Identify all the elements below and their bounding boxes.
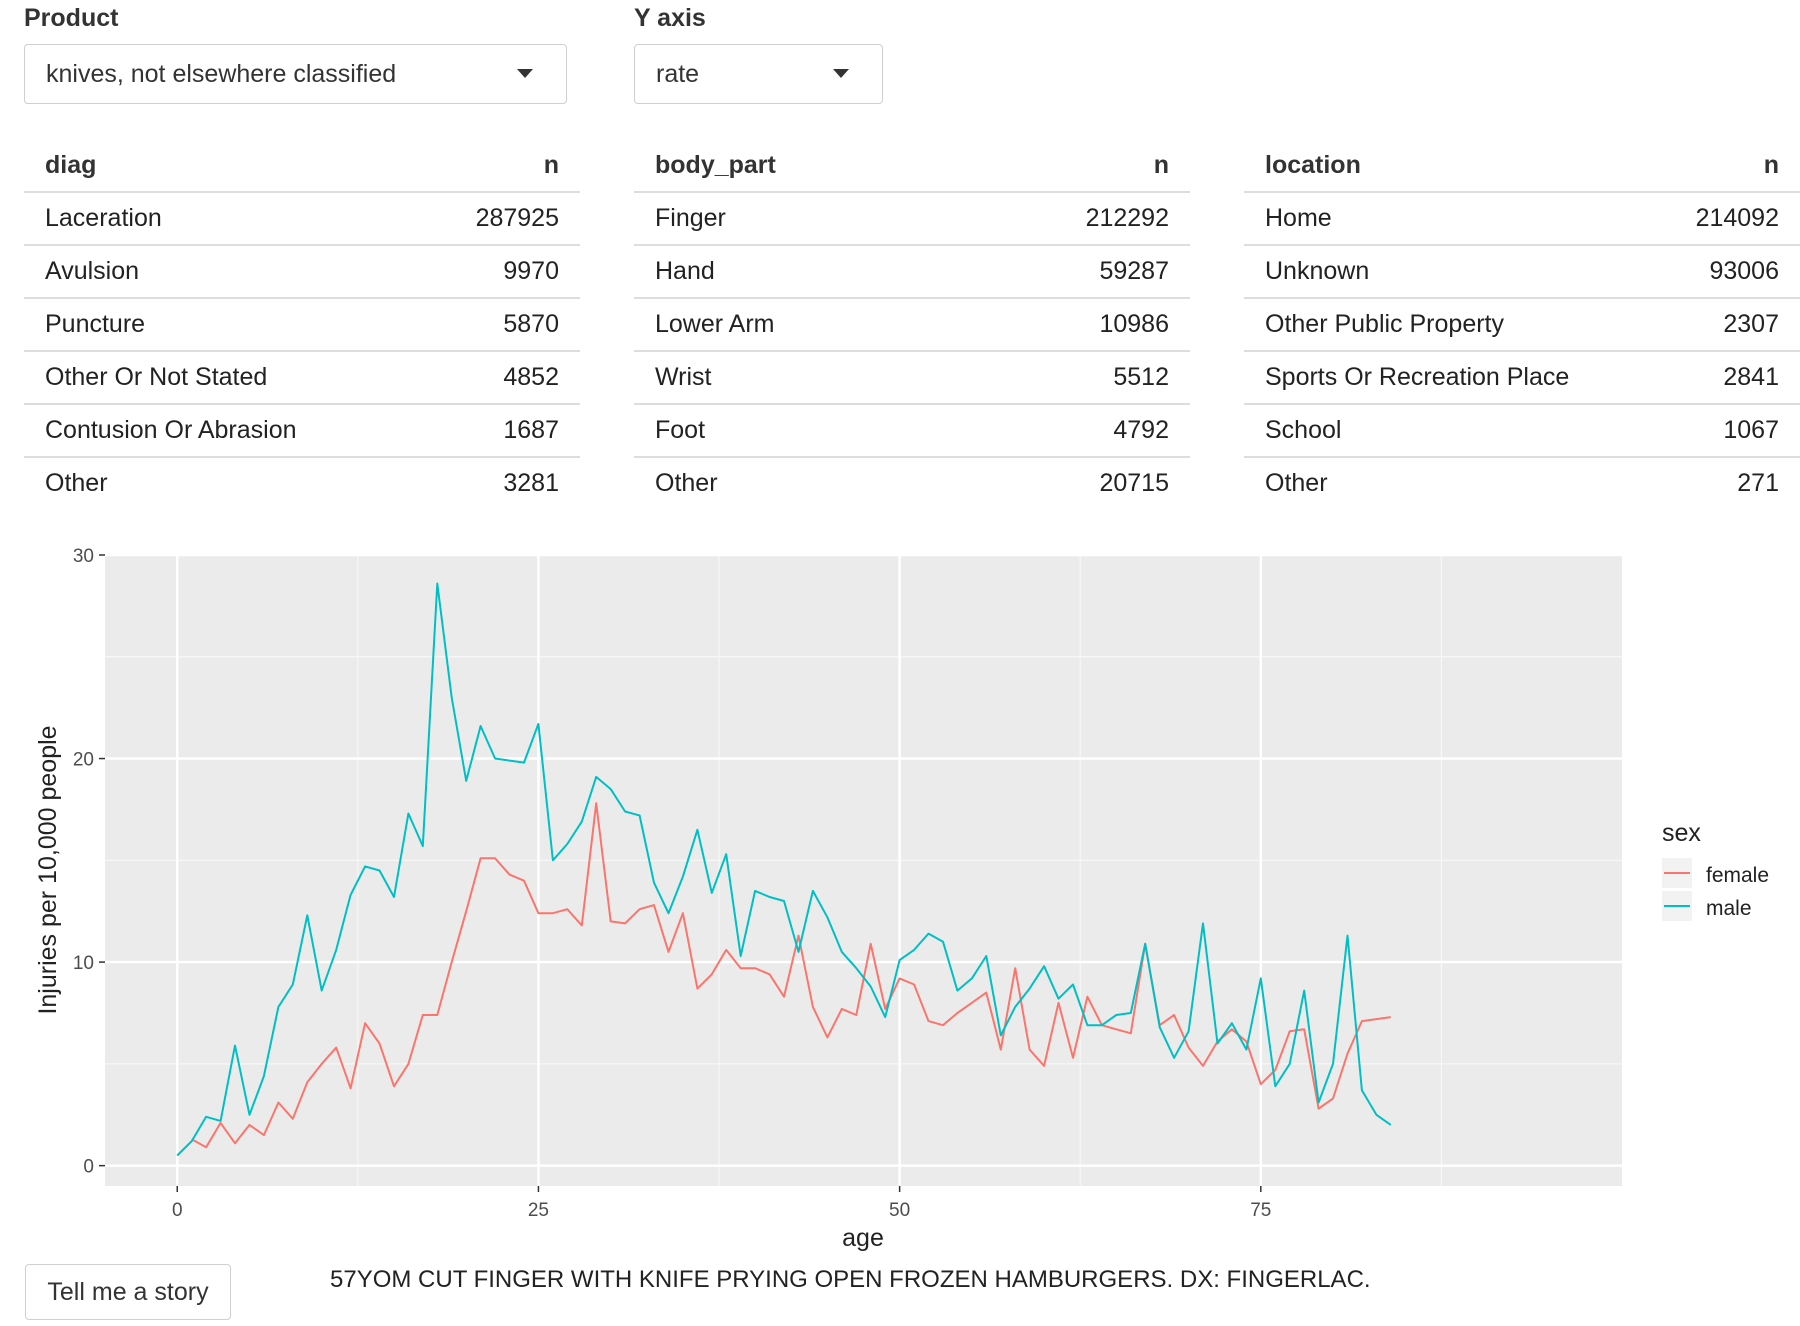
column-header: n — [1644, 140, 1800, 193]
y-tick-label: 20 — [73, 750, 94, 771]
chevron-down-icon — [833, 69, 849, 78]
location-table: location n Home 214092 Unknown 93006 Other… — [1244, 140, 1800, 509]
table-cell: 2841 — [1644, 351, 1800, 405]
table-cell: 4852 — [394, 351, 580, 405]
legend-label-male: male — [1706, 897, 1752, 920]
axis-ticks — [99, 554, 1262, 1192]
series-line-male — [176, 582, 1392, 1157]
table-row: Other Or Not Stated 4852 — [24, 351, 580, 405]
table-cell: 271 — [1737, 469, 1779, 497]
table-row: Wrist 5512 — [634, 351, 1190, 405]
chevron-down-icon — [517, 69, 533, 78]
y-axis-label: Injuries per 10,000 people — [34, 725, 62, 1014]
table-row: Laceration 287925 — [24, 192, 580, 246]
product-select-value: knives, not elsewhere classified — [46, 59, 397, 88]
table-row: Other 271 — [1244, 457, 1800, 509]
y-tick-label: 30 — [73, 546, 94, 567]
table-row: Puncture 5870 — [24, 298, 580, 352]
table-row: Avulsion 9970 — [24, 245, 580, 299]
series-line-female — [191, 802, 1391, 1149]
table-cell: Other — [45, 469, 108, 497]
x-tick-label: 25 — [528, 1200, 549, 1221]
table-cell: 93006 — [1644, 245, 1800, 299]
plot-panel — [105, 555, 1622, 1186]
table-row: Other 20715 — [634, 457, 1190, 509]
column-header: n — [394, 140, 580, 193]
table-cell: 59287 — [1004, 245, 1190, 299]
y-tick-label: 0 — [83, 1157, 94, 1178]
table-cell: School — [1244, 404, 1644, 458]
table-row: Sports Or Recreation Place 2841 — [1244, 351, 1800, 405]
table-cell: Sports Or Recreation Place — [1244, 351, 1644, 405]
table-cell: 20715 — [1099, 469, 1169, 497]
grid-minor — [105, 555, 1622, 1186]
table-header-row: diag n — [24, 140, 580, 193]
x-tick-label: 0 — [172, 1200, 183, 1221]
column-header: diag — [24, 140, 394, 193]
table-row: Lower Arm 10986 — [634, 298, 1190, 352]
table-cell: 5512 — [1004, 351, 1190, 405]
legend: sex female male — [1662, 819, 1769, 921]
table-cell: 5870 — [394, 298, 580, 352]
grid-major — [105, 553, 1622, 1186]
table-cell: 1687 — [394, 404, 580, 458]
series-lines — [176, 582, 1392, 1157]
table-row: Foot 4792 — [634, 404, 1190, 458]
table-cell: 287925 — [394, 192, 580, 246]
table-cell: Avulsion — [24, 245, 394, 299]
legend-label-female: female — [1706, 864, 1769, 887]
story-narrative: 57YOM CUT FINGER WITH KNIFE PRYING OPEN … — [330, 1266, 1371, 1293]
table-cell: 10986 — [1004, 298, 1190, 352]
tick-labels: 0 25 50 75 0 10 20 30 — [73, 546, 1272, 1221]
table-cell: Hand — [634, 245, 1004, 299]
tell-story-button[interactable]: Tell me a story — [25, 1264, 231, 1320]
table-row: Other 3281 — [24, 457, 580, 509]
table-row: School 1067 — [1244, 404, 1800, 458]
x-tick-label: 75 — [1250, 1200, 1271, 1221]
table-cell: 3281 — [503, 469, 559, 497]
table-cell: 214092 — [1644, 192, 1800, 246]
x-tick-label: 50 — [889, 1200, 910, 1221]
table-cell: Home — [1244, 192, 1644, 246]
product-select[interactable]: knives, not elsewhere classified — [24, 44, 567, 104]
column-header: body_part — [634, 140, 1004, 193]
body-part-table: body_part n Finger 212292 Hand 59287 Lower… — [634, 140, 1190, 509]
column-header: location — [1244, 140, 1644, 193]
table-cell: Unknown — [1244, 245, 1644, 299]
table-cell: Other — [1265, 469, 1328, 497]
table-cell: Puncture — [24, 298, 394, 352]
yaxis-select[interactable]: rate — [634, 44, 883, 104]
table-row: Finger 212292 — [634, 192, 1190, 246]
yaxis-select-value: rate — [656, 59, 700, 88]
table-cell: Contusion Or Abrasion — [24, 404, 394, 458]
yaxis-label: Y axis — [634, 4, 706, 32]
table-cell: Laceration — [24, 192, 394, 246]
product-label: Product — [24, 4, 119, 32]
table-cell: Other Or Not Stated — [24, 351, 394, 405]
table-row: Contusion Or Abrasion 1687 — [24, 404, 580, 458]
table-row: Home 214092 — [1244, 192, 1800, 246]
y-tick-label: 10 — [73, 953, 94, 974]
table-cell: 4792 — [1004, 404, 1190, 458]
table-cell: Other — [655, 469, 718, 497]
table-cell: Finger — [634, 192, 1004, 246]
table-row: Hand 59287 — [634, 245, 1190, 299]
column-header: n — [1004, 140, 1190, 193]
diag-table: diag n Laceration 287925 Avulsion 9970 Pun… — [24, 140, 580, 509]
table-cell: Lower Arm — [634, 298, 1004, 352]
table-cell: 2307 — [1644, 298, 1800, 352]
table-cell: 9970 — [394, 245, 580, 299]
table-cell: 1067 — [1644, 404, 1800, 458]
table-row: Other Public Property 2307 — [1244, 298, 1800, 352]
injury-rate-chart: 0 25 50 75 0 10 20 30 age Injuries per 10,000 p… — [34, 546, 1769, 1252]
table-cell: Other Public Property — [1244, 298, 1644, 352]
table-cell: 212292 — [1004, 192, 1190, 246]
table-cell: Wrist — [634, 351, 1004, 405]
table-row: Unknown 93006 — [1244, 245, 1800, 299]
table-header-row: location n — [1244, 140, 1800, 193]
table-header-row: body_part n — [634, 140, 1190, 193]
legend-title: sex — [1662, 819, 1701, 847]
x-axis-label: age — [842, 1224, 884, 1252]
table-cell: Foot — [634, 404, 1004, 458]
